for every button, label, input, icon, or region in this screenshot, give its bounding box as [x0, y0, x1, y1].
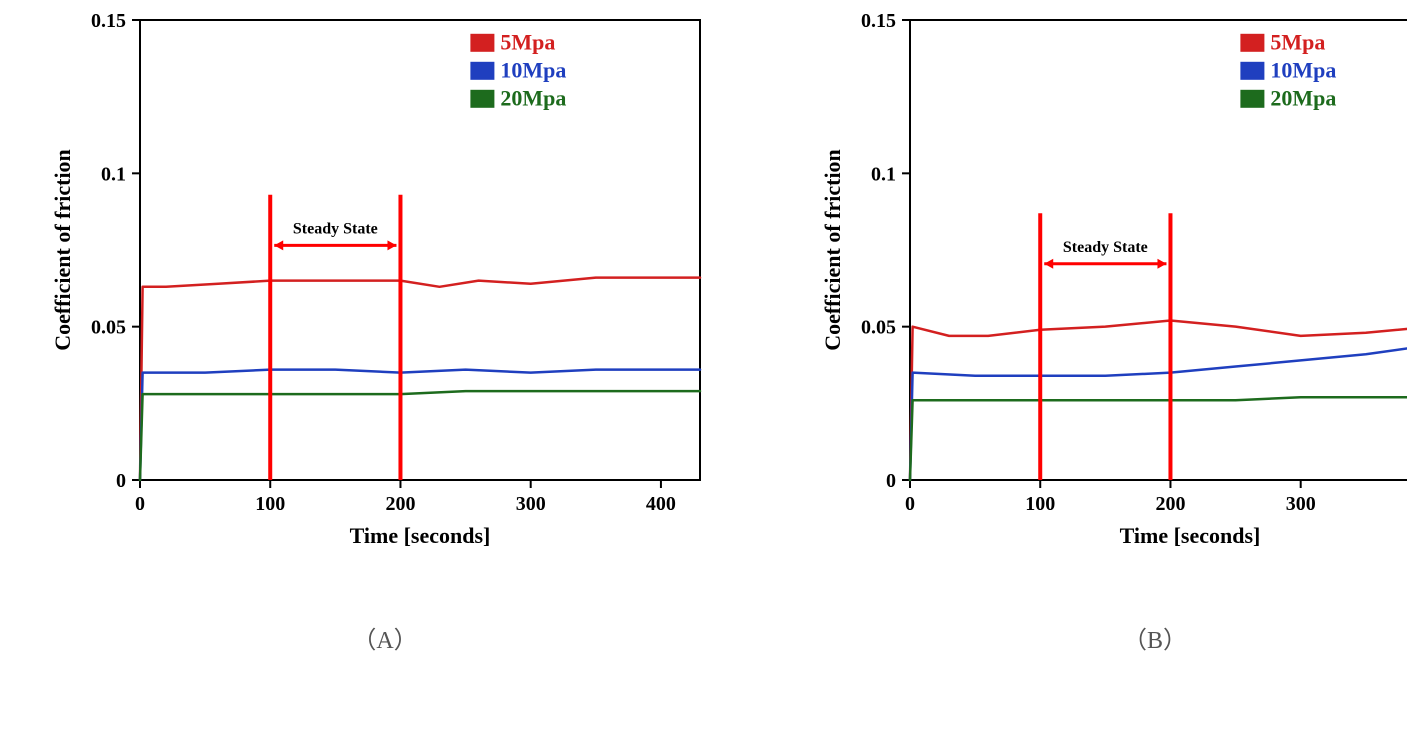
svg-text:200: 200 [385, 493, 415, 515]
svg-text:0.15: 0.15 [91, 10, 126, 32]
svg-text:0.05: 0.05 [91, 317, 126, 339]
svg-text:Coefficient of friction: Coefficient of friction [50, 149, 75, 351]
svg-text:Steady State: Steady State [1063, 239, 1148, 256]
svg-text:0.1: 0.1 [101, 163, 126, 185]
svg-text:Time [seconds]: Time [seconds] [1120, 523, 1261, 548]
svg-text:Coefficient of friction: Coefficient of friction [820, 149, 845, 351]
svg-text:300: 300 [516, 493, 546, 515]
chart-b-svg: 0100200300400Time [seconds]00.050.10.15C… [810, 10, 1407, 560]
panel-label-b: （B） [1123, 620, 1187, 655]
svg-text:20Mpa: 20Mpa [500, 85, 566, 110]
svg-text:10Mpa: 10Mpa [500, 57, 566, 82]
chart-panel-b: 0100200300400Time [seconds]00.050.10.15C… [810, 10, 1407, 655]
chart-a-svg: 0 100 200 300 400 Time [seconds] 0 0.05 0.1 0.15 C… [40, 10, 730, 560]
chart-panel-a: 0 100 200 300 400 Time [seconds] 0 0.05 0.1 0.15 C… [40, 10, 730, 655]
svg-text:5Mpa: 5Mpa [1270, 29, 1325, 54]
svg-text:100: 100 [255, 493, 285, 515]
svg-text:Time [seconds]: Time [seconds] [350, 523, 491, 548]
svg-text:0.15: 0.15 [861, 10, 896, 32]
svg-text:0.1: 0.1 [871, 163, 896, 185]
svg-text:300: 300 [1286, 493, 1316, 515]
svg-text:0: 0 [905, 493, 915, 515]
figure-container: 0 100 200 300 400 Time [seconds] 0 0.05 0.1 0.15 C… [0, 0, 1407, 745]
svg-text:10Mpa: 10Mpa [1270, 57, 1336, 82]
charts-row: 0 100 200 300 400 Time [seconds] 0 0.05 0.1 0.15 C… [0, 0, 1407, 655]
svg-text:400: 400 [646, 493, 676, 515]
svg-text:100: 100 [1025, 493, 1055, 515]
panel-label-a: （A） [352, 620, 417, 655]
svg-text:200: 200 [1155, 493, 1185, 515]
svg-text:0: 0 [116, 470, 126, 492]
svg-text:20Mpa: 20Mpa [1270, 85, 1336, 110]
svg-text:0: 0 [135, 493, 145, 515]
svg-text:Steady State: Steady State [293, 220, 378, 237]
svg-text:0.05: 0.05 [861, 317, 896, 339]
svg-text:0: 0 [886, 470, 896, 492]
svg-text:5Mpa: 5Mpa [500, 29, 555, 54]
